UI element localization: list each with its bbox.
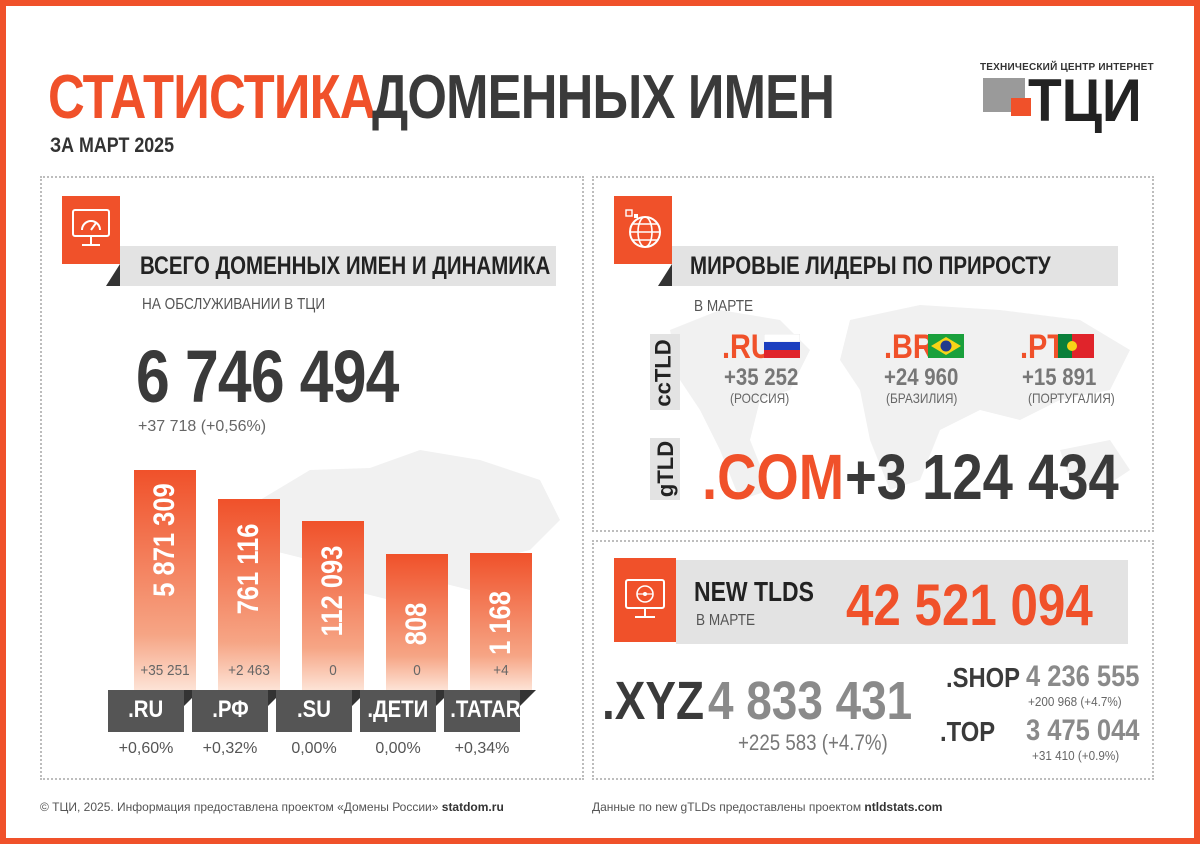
- portugal-flag-icon: [1058, 334, 1094, 358]
- title-main: ДОМЕННЫХ ИМЕН: [372, 63, 835, 132]
- gtld-label: gTLD: [653, 440, 679, 498]
- bar-percent-label: 0,00%: [375, 740, 421, 757]
- bar-category-tab: .RU: [108, 690, 184, 732]
- bar-category-label: .TATAR: [450, 696, 521, 723]
- bar: 5 871 309: [134, 470, 196, 690]
- bar-category-label: .ДЕТИ: [367, 696, 429, 723]
- total-caption: НА ОБСЛУЖИВАНИИ В ТЦИ: [142, 296, 326, 313]
- ribbon-leaders-title: МИРОВЫЕ ЛИДЕРЫ ПО ПРИРОСТУ: [690, 252, 1051, 280]
- newtld-delta: +31 410 (+0.9%): [1032, 748, 1120, 763]
- ribbon-leaders: [672, 246, 1118, 286]
- footer-right-link[interactable]: ntldstats.com: [864, 800, 943, 814]
- bar-category-tab: .SU: [276, 690, 352, 732]
- leader-delta: +24 960: [884, 364, 959, 391]
- newtlds-caption: В МАРТЕ: [696, 612, 756, 629]
- brazil-flag-icon: [928, 334, 964, 358]
- ribbon-total-title: ВСЕГО ДОМЕННЫХ ИМЕН И ДИНАМИКА: [140, 252, 551, 280]
- bar-category-tab: .РФ: [192, 690, 268, 732]
- total-domains-delta: +37 718 (+0,56%): [138, 418, 267, 435]
- bar: 808: [386, 554, 448, 690]
- logo-dot-icon: [1011, 98, 1031, 116]
- bar-percent-label: +0,34%: [454, 740, 510, 757]
- bar-percent-label: +0,60%: [118, 740, 174, 757]
- bar-category-label: .RU: [128, 696, 164, 723]
- bar-percent-label: +0,32%: [202, 740, 258, 757]
- leader-country: (РОССИЯ): [730, 390, 790, 406]
- bar-delta-label: +2 463: [228, 662, 270, 679]
- globe-grid-icon: [614, 196, 672, 264]
- panel-new-tlds: [592, 540, 1154, 780]
- page-subtitle: ЗА МАРТ 2025: [50, 134, 175, 157]
- top-newtld-value: 4 833 431: [708, 671, 913, 731]
- bar-delta-label: +35 251: [140, 662, 190, 679]
- logo-caption: ТЕХНИЧЕСКИЙ ЦЕНТР ИНТЕРНЕТ: [980, 62, 1154, 73]
- leader-delta: +15 891: [1022, 364, 1097, 391]
- bar-percent-label: 0,00%: [291, 740, 337, 757]
- bar-value-label: 1 168: [484, 591, 517, 655]
- bar-value-label: 761 116: [232, 523, 265, 615]
- monitor-speedometer-icon: [62, 196, 120, 264]
- gtld-delta: +3 124 434: [845, 441, 1119, 513]
- monitor-globe-gear-icon: [614, 558, 676, 642]
- bar-value-label: 808: [400, 602, 433, 646]
- footer-right-text: Данные по new gTLDs предоставлены проект…: [592, 800, 862, 814]
- page-title: СТАТИСТИКА: [48, 62, 448, 133]
- leader-country: (БРАЗИЛИЯ): [886, 390, 958, 406]
- ribbon-fold: [658, 264, 672, 286]
- footer-left: © ТЦИ, 2025. Информация предоставлена пр…: [40, 800, 504, 814]
- bar-value-label: 112 093: [316, 545, 349, 637]
- leader-delta: +35 252: [724, 364, 799, 391]
- leader-country: (ПОРТУГАЛИЯ): [1028, 390, 1115, 406]
- bar-category-tab: .TATAR: [444, 690, 520, 732]
- tab-fold: [520, 690, 536, 706]
- newtld-code: .TOP: [940, 716, 996, 747]
- leader-code: .RU: [722, 328, 772, 366]
- cctld-tab: ccTLD: [650, 334, 680, 410]
- cctld-label: ccTLD: [650, 339, 676, 407]
- bar-category-label: .SU: [296, 696, 331, 723]
- russia-flag-icon: [764, 334, 800, 358]
- bar-category-tab: .ДЕТИ: [360, 690, 436, 732]
- leaders-caption: В МАРТЕ: [694, 298, 754, 315]
- footer-right: Данные по new gTLDs предоставлены проект…: [592, 800, 942, 814]
- newtld-value: 3 475 044: [1026, 714, 1140, 747]
- bar-delta-label: 0: [329, 662, 337, 679]
- total-domains-value: 6 746 494: [136, 335, 399, 418]
- leader-code: .BR: [884, 328, 934, 366]
- newtld-code: .SHOP: [946, 662, 1021, 693]
- panel-world-leaders: [592, 176, 1154, 532]
- bar-delta-label: 0: [413, 662, 421, 679]
- logo-text: ТЦИ: [1028, 67, 1142, 134]
- panel-total-domains: [40, 176, 584, 780]
- newtlds-total: 42 521 094: [846, 573, 1093, 638]
- top-newtld-delta: +225 583 (+4.7%): [738, 730, 888, 755]
- gtld-tab: gTLD: [650, 438, 680, 500]
- bar-category-label: .РФ: [211, 696, 249, 723]
- newtlds-title: NEW TLDS: [694, 576, 814, 607]
- gtld-code: .COM: [702, 441, 845, 513]
- bar: 112 093: [302, 521, 364, 690]
- ribbon-fold: [106, 264, 120, 286]
- footer-left-link[interactable]: statdom.ru: [441, 800, 504, 814]
- leader-code: .PT: [1020, 328, 1065, 366]
- bar: 761 116: [218, 499, 280, 690]
- bar-delta-label: +4: [493, 662, 509, 679]
- title-accent: СТАТИСТИКА: [48, 63, 376, 132]
- footer-left-text: © ТЦИ, 2025. Информация предоставлена пр…: [40, 800, 439, 814]
- ribbon-total: [120, 246, 556, 286]
- top-newtld-code: .XYZ: [602, 671, 705, 731]
- bar: 1 168: [470, 553, 532, 690]
- bar-value-label: 5 871 309: [148, 483, 181, 597]
- newtld-value: 4 236 555: [1026, 660, 1140, 693]
- newtld-delta: +200 968 (+4.7%): [1028, 694, 1122, 709]
- ribbon-newtlds: [676, 560, 1128, 644]
